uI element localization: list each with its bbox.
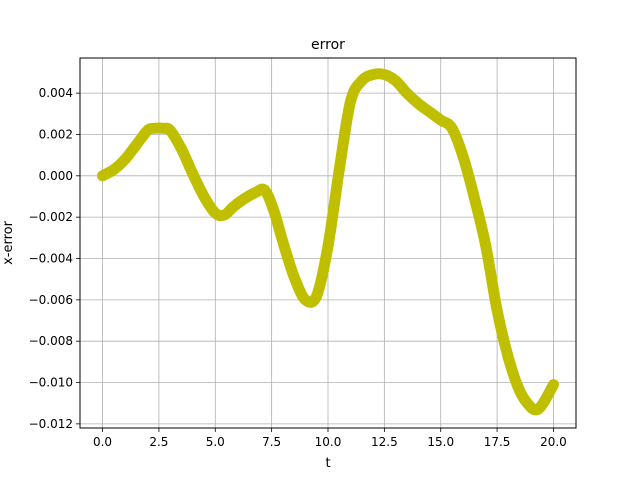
y-tick-label: −0.006	[29, 293, 73, 307]
x-tick-label: 15.0	[427, 435, 454, 449]
x-tick-label: 7.5	[262, 435, 281, 449]
x-tick-label: 17.5	[484, 435, 511, 449]
y-tick-label: 0.002	[39, 127, 73, 141]
y-tick-label: 0.000	[39, 169, 73, 183]
y-axis-label: x-error	[1, 220, 16, 265]
x-axis-ticks: 0.0 2.5 5.0 7.5 10.0 12.5 15.0 17.5 20.0	[93, 428, 567, 449]
series-line	[97, 68, 559, 416]
chart-title: error	[311, 37, 345, 53]
y-tick-label: −0.010	[29, 376, 73, 390]
y-tick-label: −0.002	[29, 210, 73, 224]
y-axis-ticks: 0.004 0.002 0.000 −0.002 −0.004 −0.006 −0.008 −…	[29, 86, 80, 431]
x-tick-label: 5.0	[206, 435, 225, 449]
x-tick-label: 12.5	[371, 435, 398, 449]
x-tick-label: 0.0	[93, 435, 112, 449]
series-layer	[97, 68, 559, 416]
x-axis-label: t	[325, 456, 330, 471]
y-tick-label: −0.012	[29, 417, 73, 431]
y-tick-label: −0.004	[29, 252, 73, 266]
y-tick-label: −0.008	[29, 334, 73, 348]
x-tick-label: 20.0	[540, 435, 567, 449]
x-tick-label: 2.5	[149, 435, 168, 449]
x-tick-label: 10.0	[315, 435, 342, 449]
y-tick-label: 0.004	[39, 86, 73, 100]
